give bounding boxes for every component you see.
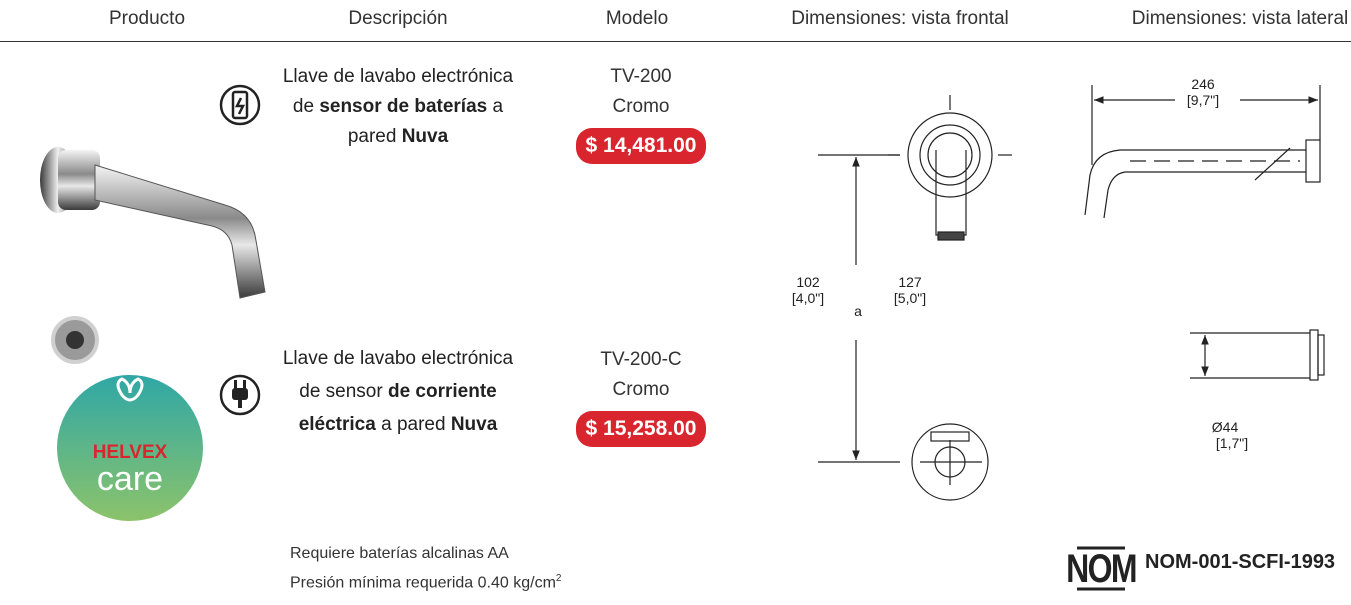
shape bbox=[935, 150, 967, 236]
column-header: Producto bbox=[108, 8, 186, 29]
description: Llave de lavabo electrónica de sensor de… bbox=[280, 62, 516, 152]
shape bbox=[930, 431, 970, 442]
shape bbox=[219, 84, 261, 126]
shape bbox=[231, 90, 249, 120]
dim-label: a bbox=[854, 303, 862, 319]
shape bbox=[234, 380, 237, 389]
dim-label: [1,7"] bbox=[1216, 435, 1248, 451]
brand-sub: care bbox=[97, 460, 163, 498]
price: $ 14,481.00 bbox=[575, 128, 707, 164]
dim-label: 246 bbox=[1191, 76, 1215, 92]
side-labels: 246 [9,7"] Ø44 [1,7"] bbox=[1187, 76, 1248, 451]
shape bbox=[1084, 149, 1306, 219]
dim-label: 127 bbox=[898, 274, 922, 290]
dim-label: [9,7"] bbox=[1187, 92, 1219, 108]
shape bbox=[1254, 147, 1291, 181]
brand-name: HELVEX bbox=[93, 442, 168, 463]
desc-text: a pared bbox=[347, 96, 504, 147]
header-rule bbox=[0, 41, 1351, 42]
shape bbox=[232, 388, 248, 400]
shape bbox=[911, 423, 989, 501]
shape bbox=[234, 97, 246, 115]
shape bbox=[937, 231, 965, 241]
desc-text: a pared bbox=[375, 414, 451, 435]
nom-code: NOM-001-SCFI-1993 bbox=[1145, 551, 1335, 573]
shape bbox=[1305, 139, 1321, 183]
desc-text: Llave de lavabo electrónica de sensor bbox=[282, 348, 514, 402]
battery-icon bbox=[219, 84, 261, 126]
shape bbox=[927, 132, 973, 178]
note-sup: 2 bbox=[555, 573, 562, 584]
desc-bold: sensor de baterías bbox=[319, 96, 488, 117]
finish: Cromo bbox=[612, 379, 670, 400]
front-labels: 102 [4,0"] 127 [5,0"] a bbox=[792, 274, 926, 319]
dim-label: [5,0"] bbox=[894, 290, 926, 306]
shape bbox=[58, 150, 100, 210]
desc-bold: Nuva bbox=[401, 126, 449, 147]
description: Llave de lavabo electrónica de sensor de… bbox=[280, 342, 516, 441]
model-code: TV-200-C bbox=[600, 349, 682, 370]
faucet-photo bbox=[40, 147, 266, 299]
desc-bold: Nuva bbox=[450, 414, 498, 435]
dim-label: [4,0"] bbox=[792, 290, 824, 306]
column-header: Dimensiones: vista frontal bbox=[791, 8, 1009, 29]
shape bbox=[907, 112, 993, 198]
finish: Cromo bbox=[612, 96, 670, 117]
column-header: Dimensiones: vista lateral bbox=[1131, 8, 1349, 29]
model: TV-200 Cromo $ 14,481.00 bbox=[556, 62, 726, 164]
shape bbox=[243, 380, 246, 389]
note: Presión mínima requerida 0.40 kg/cm2 bbox=[290, 573, 561, 592]
price: $ 15,258.00 bbox=[575, 411, 707, 447]
front-drawing bbox=[818, 95, 1012, 501]
column-header: Modelo bbox=[605, 8, 669, 29]
shape bbox=[116, 377, 144, 402]
model: TV-200-C Cromo $ 15,258.00 bbox=[556, 345, 726, 447]
dim-label: 102 bbox=[796, 274, 820, 290]
shape bbox=[1317, 334, 1325, 376]
nom-mark: NOM bbox=[1066, 546, 1136, 591]
side-drawing bbox=[1084, 85, 1325, 381]
shape bbox=[219, 374, 261, 416]
column-header: Descripción bbox=[348, 8, 448, 29]
plug-icon bbox=[219, 374, 261, 416]
shape bbox=[238, 399, 242, 408]
desc-bold: de corriente eléctrica bbox=[298, 381, 497, 435]
desc-text: Llave de lavabo electrónica de bbox=[282, 66, 514, 117]
shape bbox=[66, 331, 84, 349]
shape bbox=[1309, 329, 1319, 381]
model-code: TV-200 bbox=[610, 66, 672, 87]
brand-logo bbox=[57, 375, 203, 521]
dim-label: Ø44 bbox=[1212, 419, 1239, 435]
note: Requiere baterías alcalinas AA bbox=[290, 545, 509, 562]
note-text: Presión mínima requerida 0.40 kg/cm bbox=[290, 574, 556, 592]
shape bbox=[919, 124, 981, 186]
shape bbox=[94, 164, 266, 299]
